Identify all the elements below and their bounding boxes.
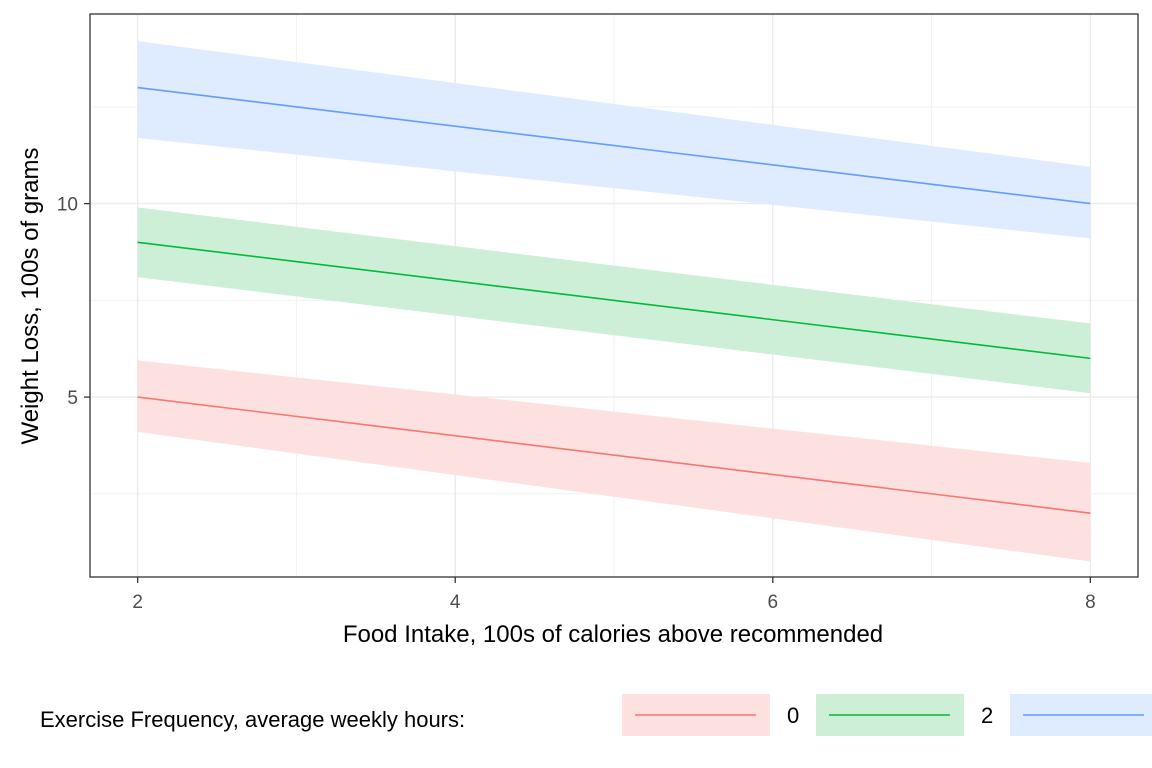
x-tick-label: 8 bbox=[1085, 592, 1096, 613]
confidence-band-1 bbox=[137, 360, 1091, 562]
x-tick-label: 2 bbox=[132, 592, 143, 613]
legend: Exercise Frequency, average weekly hours… bbox=[40, 694, 1152, 736]
series-line-3 bbox=[137, 86, 1091, 205]
legend-label-1: 0 bbox=[787, 703, 799, 728]
plot-panel bbox=[90, 14, 1138, 577]
legend-title: Exercise Frequency, average weekly hours… bbox=[40, 707, 465, 732]
y-axis-title: Weight Loss, 100s of grams bbox=[17, 147, 44, 444]
series-line-2 bbox=[137, 241, 1091, 360]
confidence-band-3 bbox=[137, 41, 1091, 239]
y-tick-label: 10 bbox=[57, 195, 78, 216]
x-tick-label: 6 bbox=[767, 592, 778, 613]
x-axis-title: Food Intake, 100s of calories above reco… bbox=[343, 621, 883, 648]
y-tick-label: 5 bbox=[67, 388, 78, 409]
panel-border bbox=[89, 13, 1139, 578]
axes: 2 4 6 8 5 10 bbox=[57, 13, 1139, 613]
x-tick-label: 4 bbox=[450, 592, 461, 613]
legend-label-2: 2 bbox=[981, 703, 993, 728]
series-line-1 bbox=[137, 396, 1091, 514]
